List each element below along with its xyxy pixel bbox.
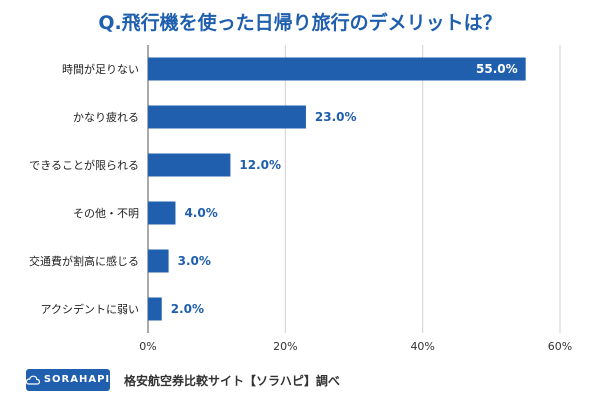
- label-layer: 55.0% 23.0% 12.0% 4.0% 3.0% 2.0%: [171, 62, 518, 316]
- bar-chart: 55.0% 23.0% 12.0% 4.0% 3.0% 2.0% 時間が足りないかなり疲れ…: [29, 45, 572, 353]
- data-label: 3.0%: [178, 254, 211, 268]
- data-label: 2.0%: [171, 302, 204, 316]
- category-label: かなり疲れる: [73, 110, 139, 124]
- bar: [148, 201, 176, 225]
- category-label: アクシデントに弱い: [41, 302, 139, 316]
- x-tick-label: 40%: [410, 340, 434, 353]
- category-label: 時間が足りない: [62, 62, 139, 76]
- x-tick-labels: 0% 20% 40% 60%: [139, 340, 572, 353]
- source-note: 格安航空券比較サイト【ソラハピ】調べ: [124, 374, 340, 388]
- data-label: 4.0%: [184, 206, 217, 220]
- cloud-icon: [25, 375, 40, 385]
- footer: SORAHAPI 格安航空券比較サイト【ソラハピ】調べ: [0, 362, 600, 400]
- x-tick-label: 60%: [548, 340, 572, 353]
- bar: [148, 153, 231, 177]
- bar: [148, 249, 169, 273]
- bar: [148, 57, 526, 81]
- grid-layer: [147, 45, 561, 333]
- x-tick-label: 0%: [139, 340, 156, 353]
- chart-title: Q.飛行機を使った日帰り旅行のデメリットは？: [98, 12, 502, 34]
- category-label: その他・不明: [73, 207, 139, 220]
- bar: [148, 297, 162, 321]
- data-label: 23.0%: [315, 110, 357, 124]
- category-labels: 時間が足りないかなり疲れるできることが限られるその他・不明交通費が割高に感じるア…: [29, 62, 139, 316]
- bar: [148, 105, 306, 129]
- sorahapi-logo: SORAHAPI: [25, 369, 111, 391]
- data-label: 12.0%: [239, 158, 281, 172]
- bar-layer: [148, 57, 526, 321]
- logo-text: SORAHAPI: [43, 374, 111, 385]
- category-label: できることが限られる: [29, 158, 139, 172]
- data-label: 55.0%: [476, 62, 518, 76]
- x-tick-label: 20%: [273, 340, 297, 353]
- category-label: 交通費が割高に感じる: [29, 254, 139, 268]
